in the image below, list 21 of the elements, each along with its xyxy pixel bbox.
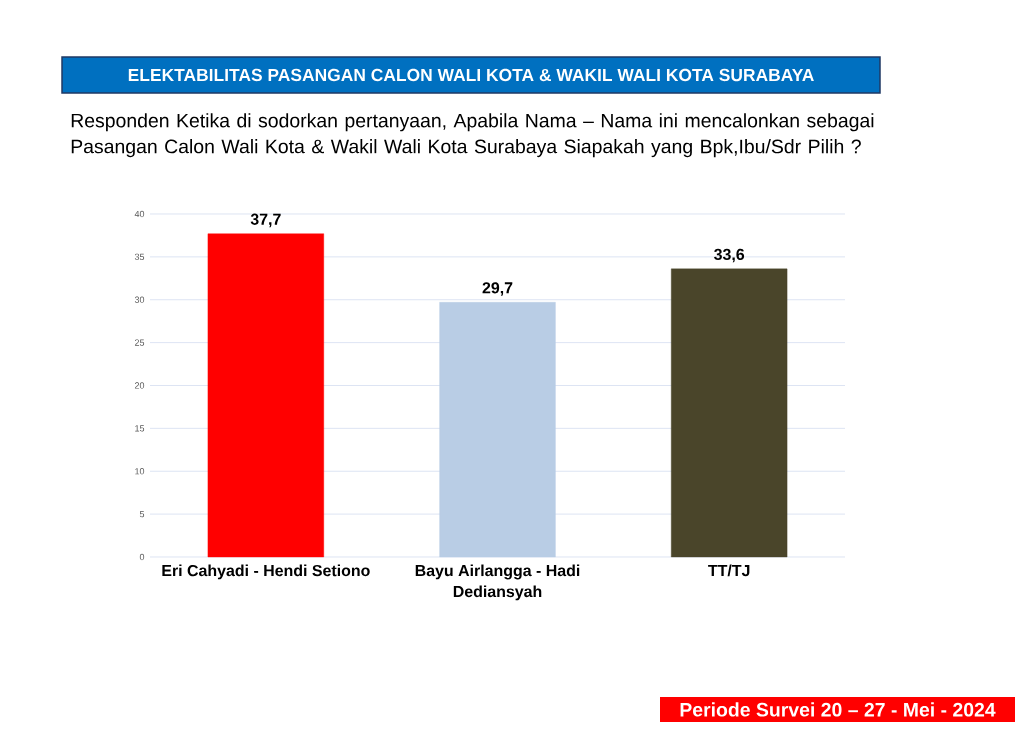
y-tick-label: 30 <box>134 296 145 303</box>
x-tick-label: Bayu Airlangga - Hadi Dediansyah <box>415 564 580 601</box>
y-tick-label: 10 <box>135 468 145 475</box>
chart-subtitle: Responden Ketika di sodorkan pertanyaan, Apabila Nama – Nama ini mencalonkan sebagai Pasangan Calon Wali Kota & Wakil Wali Kota Surabaya Siapakah yang Bpk,Ibu/Sdr Pilih ? <box>71 113 874 158</box>
y-tick-label: 5 <box>139 510 145 518</box>
y-tick-label: 40 <box>134 210 145 218</box>
x-tick-label: TT/TJ <box>708 564 750 577</box>
bar <box>207 233 324 558</box>
chart-title: ELEKTABILITAS PASANGAN CALON WALI KOTA & WAKIL WALI KOTA SURABAYA <box>128 68 814 82</box>
y-tick-label: 0 <box>139 553 145 561</box>
text: Periode Survei 20 – 27 - Mei - 2024 <box>680 702 996 717</box>
data-label: 29,7 <box>482 282 513 296</box>
data-label: 33,6 <box>714 248 745 263</box>
bar <box>439 302 556 558</box>
y-tick-label: 25 <box>134 339 145 346</box>
bar <box>671 268 788 558</box>
x-tick-label: Eri Cahyadi - Hendi Setiono <box>162 564 370 580</box>
data-label: 37,7 <box>250 213 281 228</box>
y-tick-label: 15 <box>135 425 145 432</box>
y-tick-label: 35 <box>134 253 145 261</box>
y-tick-label: 20 <box>134 382 145 389</box>
